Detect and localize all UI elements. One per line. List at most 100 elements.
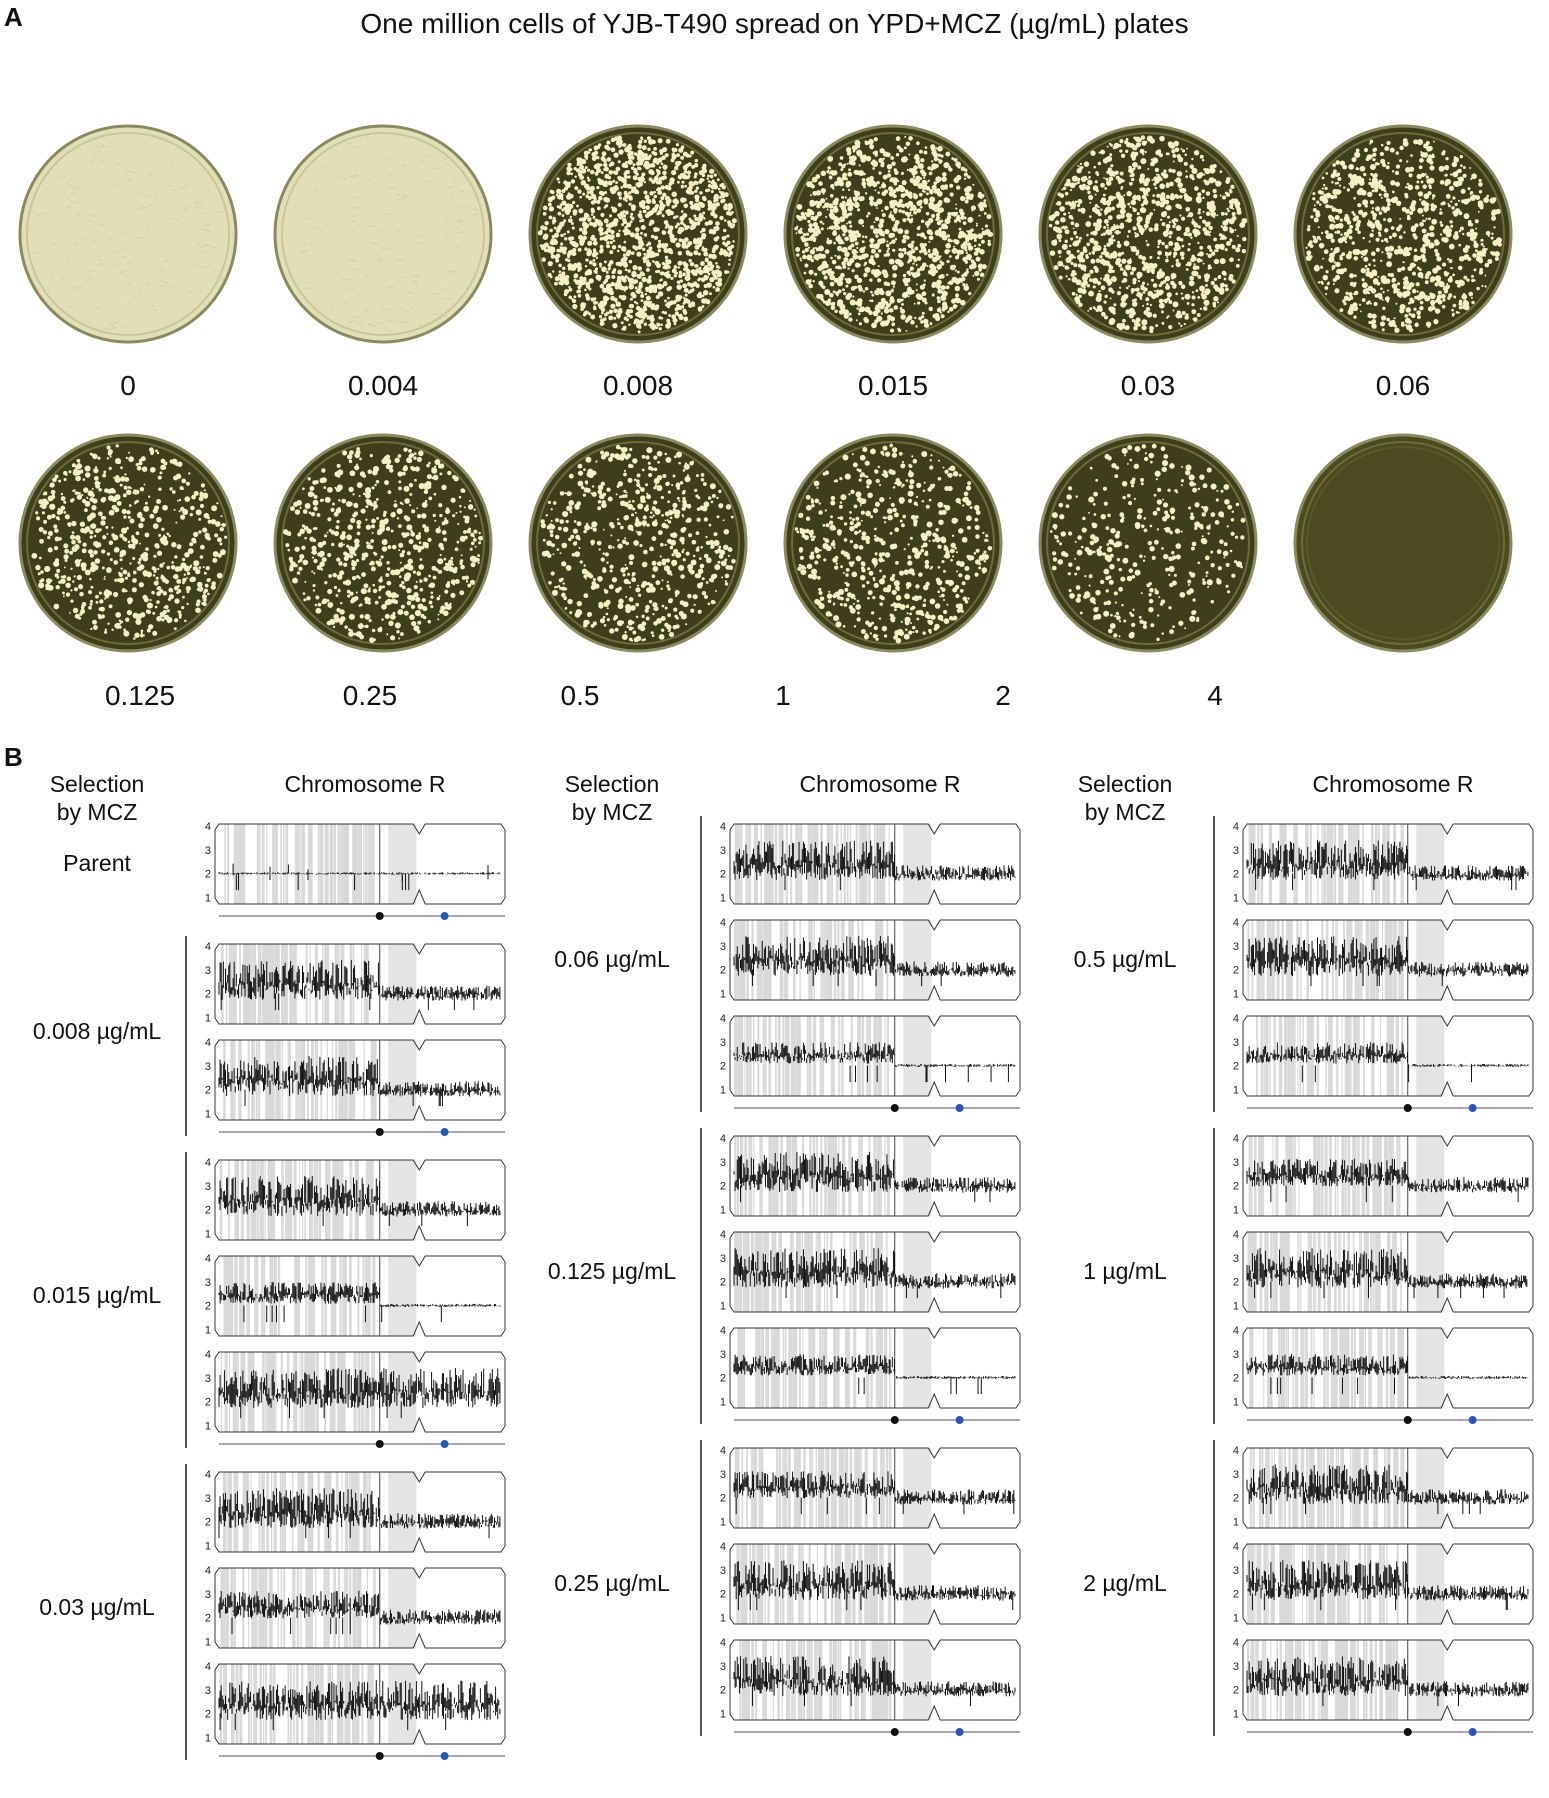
y-tick-label: 3 bbox=[1233, 1661, 1239, 1673]
y-tick-label: 1 bbox=[720, 1708, 726, 1720]
agar-plate bbox=[528, 430, 748, 656]
copy-number-track: 4 3 2 1 bbox=[720, 917, 1021, 1002]
locus-marker bbox=[955, 1728, 964, 1736]
y-tick-label: 4 bbox=[1233, 1445, 1239, 1457]
copy-number-track: 4 3 2 1 bbox=[720, 1637, 1021, 1736]
y-tick-label: 2 bbox=[720, 1373, 726, 1385]
y-tick-label: 1 bbox=[205, 1540, 211, 1552]
y-tick-label: 2 bbox=[720, 965, 726, 977]
plate-concentration-label: 0.06 bbox=[1375, 370, 1431, 401]
y-tick-label: 2 bbox=[1233, 965, 1239, 977]
y-tick-label: 1 bbox=[205, 1228, 211, 1240]
selection-header: Selection by MCZ bbox=[1077, 771, 1173, 825]
y-tick-label: 4 bbox=[720, 1541, 726, 1553]
selection-concentration-label: Parent bbox=[63, 850, 131, 876]
agar-plate bbox=[1293, 124, 1513, 344]
y-tick-label: 2 bbox=[720, 1589, 726, 1601]
centromere-marker bbox=[375, 912, 384, 920]
y-tick-label: 4 bbox=[205, 1469, 211, 1481]
centromere-marker bbox=[1403, 1416, 1412, 1424]
y-tick-label: 3 bbox=[720, 1565, 726, 1577]
copy-number-track: 4 3 2 1 bbox=[1233, 1229, 1534, 1314]
y-tick-label: 3 bbox=[205, 1061, 211, 1073]
y-tick-label: 2 bbox=[1233, 869, 1239, 881]
y-tick-label: 2 bbox=[205, 1085, 211, 1097]
y-tick-label: 1 bbox=[720, 1300, 726, 1312]
y-tick-label: 4 bbox=[720, 1229, 726, 1241]
chromosome-header: Chromosome R bbox=[799, 771, 961, 797]
y-tick-label: 4 bbox=[1233, 1013, 1239, 1025]
y-tick-label: 1 bbox=[1233, 1708, 1239, 1720]
copy-number-track: 4 3 2 1 bbox=[205, 1469, 506, 1554]
y-tick-label: 1 bbox=[720, 892, 726, 904]
centromere-marker bbox=[375, 1752, 384, 1760]
locus-marker bbox=[955, 1104, 964, 1112]
y-tick-label: 2 bbox=[1233, 1181, 1239, 1193]
y-tick-label: 3 bbox=[205, 1277, 211, 1289]
copy-number-track: 4 3 2 1 bbox=[1233, 917, 1534, 1002]
y-tick-label: 3 bbox=[1233, 1157, 1239, 1169]
copy-number-track: 4 3 2 1 bbox=[1233, 1325, 1534, 1424]
copy-number-track: 4 3 2 1 bbox=[720, 1133, 1021, 1218]
y-tick-label: 1 bbox=[205, 1420, 211, 1432]
locus-marker bbox=[1468, 1104, 1477, 1112]
y-tick-label: 4 bbox=[1233, 1637, 1239, 1649]
y-tick-label: 3 bbox=[1233, 1469, 1239, 1481]
plate-concentration-label: 0.004 bbox=[347, 370, 419, 401]
selection-header: Selection by MCZ bbox=[49, 771, 145, 825]
plate-concentration-label: 0.03 bbox=[1120, 370, 1176, 401]
plate-concentration-label: 0.008 bbox=[602, 370, 674, 401]
plate-concentration-label: 1 bbox=[775, 680, 791, 711]
plate-concentration-label: 0.25 bbox=[342, 680, 398, 711]
y-tick-label: 1 bbox=[720, 988, 726, 1000]
y-tick-label: 4 bbox=[720, 917, 726, 929]
y-tick-label: 3 bbox=[720, 1349, 726, 1361]
copy-number-track: 4 3 2 1 bbox=[1233, 1013, 1534, 1112]
y-tick-label: 3 bbox=[205, 1589, 211, 1601]
y-tick-label: 1 bbox=[1233, 1612, 1239, 1624]
y-tick-label: 2 bbox=[1233, 1493, 1239, 1505]
y-tick-label: 1 bbox=[720, 1396, 726, 1408]
y-tick-label: 3 bbox=[1233, 941, 1239, 953]
y-tick-label: 2 bbox=[1233, 1685, 1239, 1697]
centromere-marker bbox=[1403, 1728, 1412, 1736]
plate-concentration-label: 4 bbox=[1207, 680, 1223, 711]
y-tick-label: 1 bbox=[205, 1732, 211, 1744]
y-tick-label: 3 bbox=[205, 1685, 211, 1697]
locus-marker bbox=[440, 1440, 449, 1448]
y-tick-label: 1 bbox=[205, 1108, 211, 1120]
agar-plate bbox=[18, 430, 238, 656]
y-tick-label: 4 bbox=[720, 1325, 726, 1337]
y-tick-label: 1 bbox=[1233, 1396, 1239, 1408]
copy-number-track: 4 3 2 1 bbox=[1233, 1637, 1534, 1736]
selection-concentration-label: 0.5 µg/mL bbox=[1073, 946, 1177, 972]
y-tick-label: 2 bbox=[1233, 1373, 1239, 1385]
group-bracket bbox=[1213, 1128, 1215, 1424]
y-tick-label: 1 bbox=[1233, 1516, 1239, 1528]
centromere-marker bbox=[375, 1128, 384, 1136]
y-tick-label: 2 bbox=[720, 1493, 726, 1505]
agar-plate bbox=[528, 124, 748, 344]
y-tick-label: 1 bbox=[1233, 988, 1239, 1000]
y-tick-label: 2 bbox=[205, 1397, 211, 1409]
chromosome-header: Chromosome R bbox=[1312, 771, 1474, 797]
selection-concentration-label: 2 µg/mL bbox=[1083, 1570, 1167, 1596]
copy-number-track: 4 3 2 1 bbox=[205, 941, 506, 1026]
locus-marker bbox=[440, 1752, 449, 1760]
centromere-marker bbox=[1403, 1104, 1412, 1112]
selection-concentration-label: 0.03 µg/mL bbox=[39, 1594, 155, 1620]
selection-concentration-label: 0.015 µg/mL bbox=[32, 1282, 162, 1308]
y-tick-label: 1 bbox=[205, 892, 211, 904]
group-bracket bbox=[700, 1440, 702, 1736]
y-tick-label: 2 bbox=[1233, 1589, 1239, 1601]
y-tick-label: 1 bbox=[205, 1636, 211, 1648]
copy-number-track: 4 3 2 1 bbox=[205, 1565, 506, 1650]
group-bracket bbox=[1213, 816, 1215, 1112]
plate-concentration-label: 0 bbox=[120, 370, 136, 401]
y-tick-label: 3 bbox=[1233, 845, 1239, 857]
locus-marker bbox=[440, 912, 449, 920]
y-tick-label: 4 bbox=[205, 1157, 211, 1169]
y-tick-label: 3 bbox=[720, 1253, 726, 1265]
y-tick-label: 3 bbox=[205, 1373, 211, 1385]
centromere-marker bbox=[890, 1104, 899, 1112]
